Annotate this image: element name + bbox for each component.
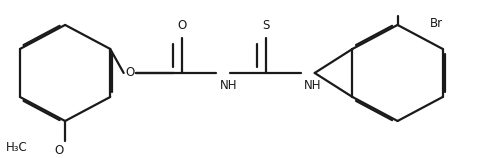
Text: S: S <box>262 19 270 33</box>
Text: O: O <box>55 144 64 157</box>
Text: O: O <box>125 67 134 79</box>
Text: NH: NH <box>220 79 237 92</box>
Text: O: O <box>177 19 186 33</box>
Text: Br: Br <box>430 17 443 30</box>
Text: NH: NH <box>304 79 322 92</box>
Text: H₃C: H₃C <box>6 140 28 154</box>
